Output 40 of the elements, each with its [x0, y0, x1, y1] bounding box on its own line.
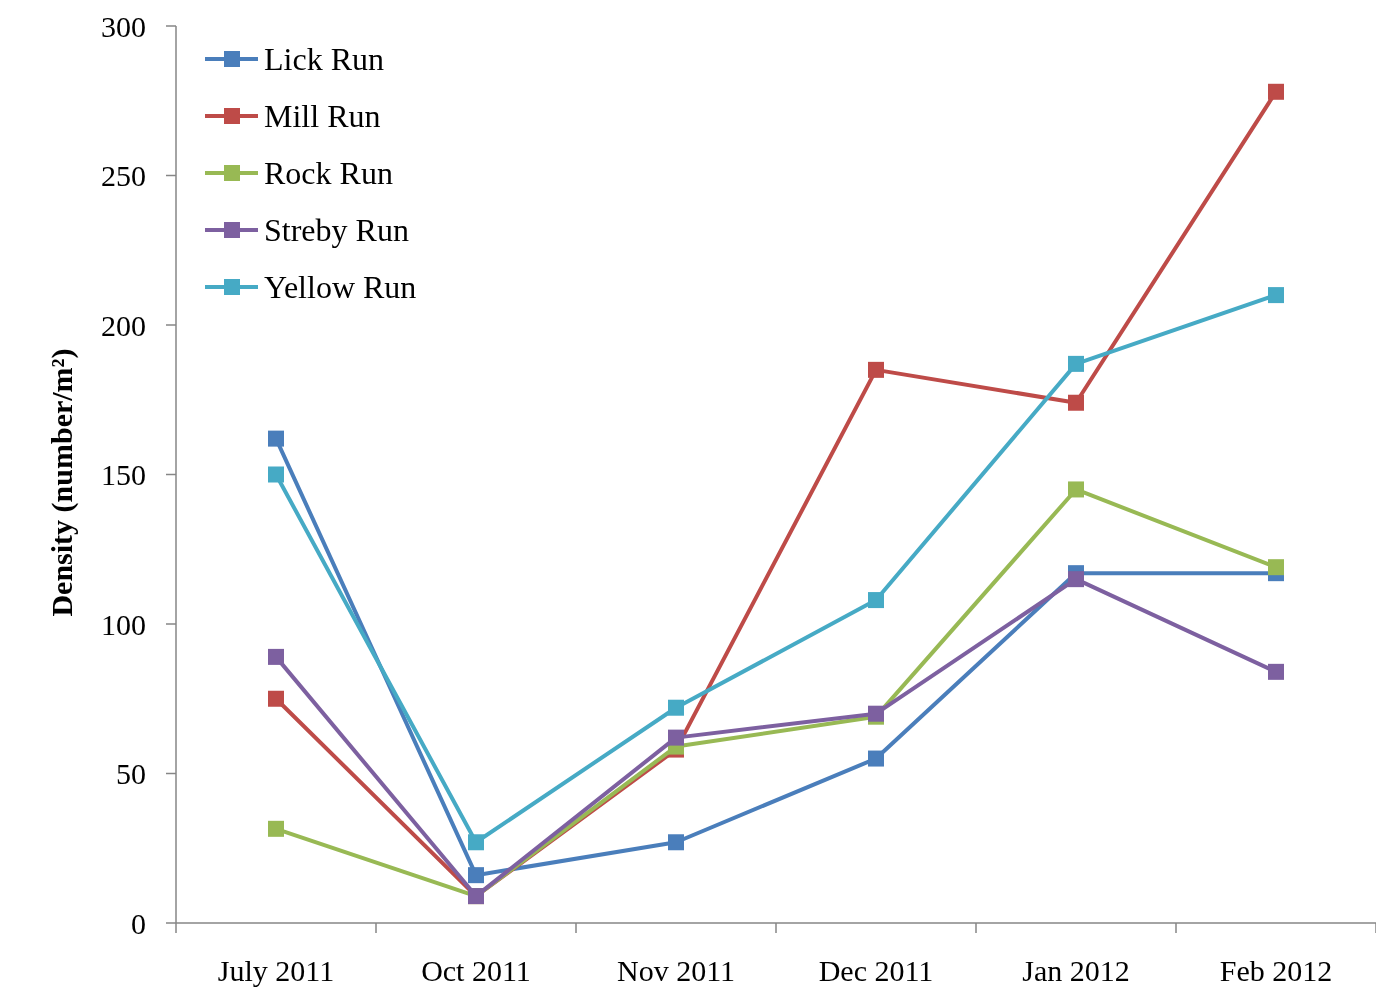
point	[868, 592, 884, 609]
point	[868, 750, 884, 767]
point	[868, 361, 884, 378]
y-tick-label: 50	[116, 757, 146, 790]
point	[1268, 559, 1284, 576]
legend-label: Streby Run	[264, 212, 409, 249]
x-tick-label: Feb 2012	[1219, 954, 1333, 987]
point	[668, 699, 684, 716]
y-tick-label: 150	[101, 458, 146, 491]
legend-label: Rock Run	[264, 155, 393, 192]
y-axis-title: Density (number/m²)	[45, 348, 79, 617]
point	[268, 430, 284, 447]
point	[1068, 481, 1084, 498]
x-tick-label: Dec 2011	[818, 954, 934, 987]
point	[668, 729, 684, 746]
point	[1068, 394, 1084, 411]
point	[468, 834, 484, 851]
point	[468, 867, 484, 884]
point	[668, 834, 684, 851]
point	[268, 820, 284, 837]
x-tick-label: Nov 2011	[616, 954, 736, 987]
point	[268, 648, 284, 665]
legend-label: Yellow Run	[264, 269, 417, 306]
point	[1068, 571, 1084, 588]
y-tick-label: 100	[101, 607, 146, 641]
y-tick-label: 200	[101, 308, 146, 342]
point	[1268, 663, 1284, 680]
point	[1068, 355, 1084, 372]
y-tick-label: 250	[101, 159, 146, 192]
x-tick-label: Jan 2012	[1022, 954, 1130, 987]
y-tick-label: 0	[131, 906, 146, 940]
x-tick-label: Oct 2011	[421, 954, 531, 987]
legend-label: Mill Run	[264, 98, 381, 135]
legend-label: Lick Run	[264, 41, 384, 78]
point	[1268, 287, 1284, 304]
x-tick-label: July 2011	[217, 954, 335, 987]
point	[1268, 83, 1284, 100]
y-tick-label: 300	[101, 9, 146, 43]
point	[268, 690, 284, 707]
point	[268, 466, 284, 483]
